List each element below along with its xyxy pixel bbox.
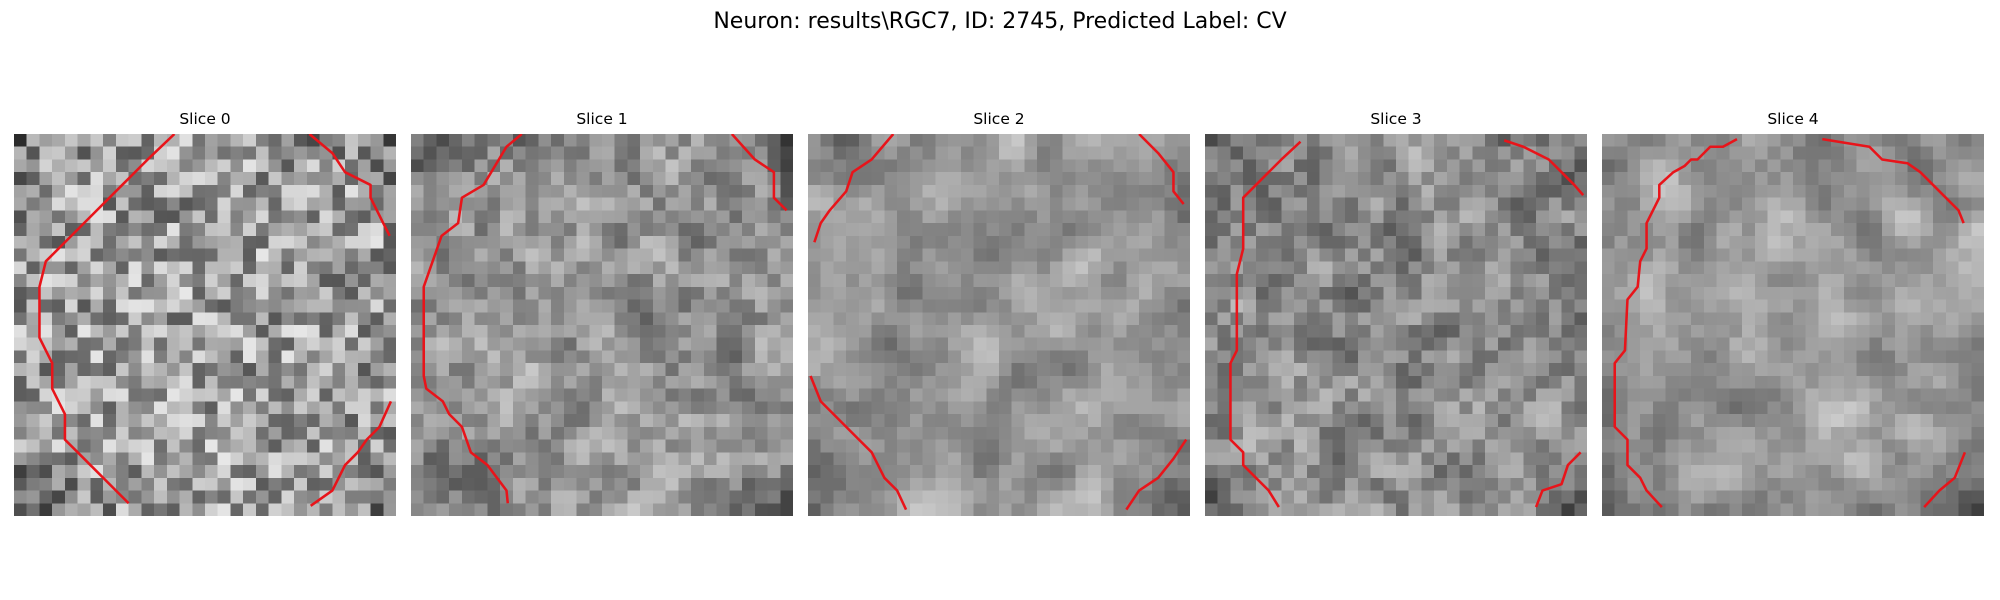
pixel-grid-4 <box>1602 134 1984 516</box>
contour-line <box>1229 140 1302 508</box>
contour-line <box>1923 451 1967 508</box>
pixel-grid-3 <box>1205 134 1587 516</box>
contour-line <box>1613 137 1738 508</box>
slice-title-2: Slice 2 <box>973 110 1025 128</box>
slice-panel-2: Slice 2 <box>808 109 1190 516</box>
contour-line <box>38 134 176 505</box>
slice-image-2 <box>808 134 1190 516</box>
contour-line <box>730 134 788 212</box>
contour-line <box>422 134 523 504</box>
contour-line <box>1125 438 1188 511</box>
contour-line <box>1138 134 1185 205</box>
pixel-grid-2 <box>808 134 1190 516</box>
slice-title-0: Slice 0 <box>179 110 231 128</box>
slice-panel-1: Slice 1 <box>411 109 793 516</box>
contour-line <box>1503 139 1585 196</box>
slice-panel-4: Slice 4 <box>1602 109 1984 516</box>
contour-line <box>1822 137 1965 224</box>
contour-line <box>1534 451 1582 508</box>
slice-title-3: Slice 3 <box>1370 110 1422 128</box>
slice-image-3 <box>1205 134 1587 516</box>
slice-panel-0: Slice 0 <box>14 109 396 516</box>
contour-line <box>813 134 895 243</box>
slice-image-0 <box>14 134 396 516</box>
contour-line <box>809 375 908 511</box>
contour-line <box>309 400 393 507</box>
slice-title-1: Slice 1 <box>576 110 628 128</box>
pixel-grid-0 <box>14 134 396 516</box>
slice-panel-3: Slice 3 <box>1205 109 1587 516</box>
slice-image-1 <box>411 134 793 516</box>
slice-image-4 <box>1602 134 1984 516</box>
contour-line <box>308 134 391 237</box>
pixel-grid-1 <box>411 134 793 516</box>
figure-title: Neuron: results\RGC7, ID: 2745, Predicte… <box>713 9 1287 34</box>
slice-title-4: Slice 4 <box>1767 110 1819 128</box>
